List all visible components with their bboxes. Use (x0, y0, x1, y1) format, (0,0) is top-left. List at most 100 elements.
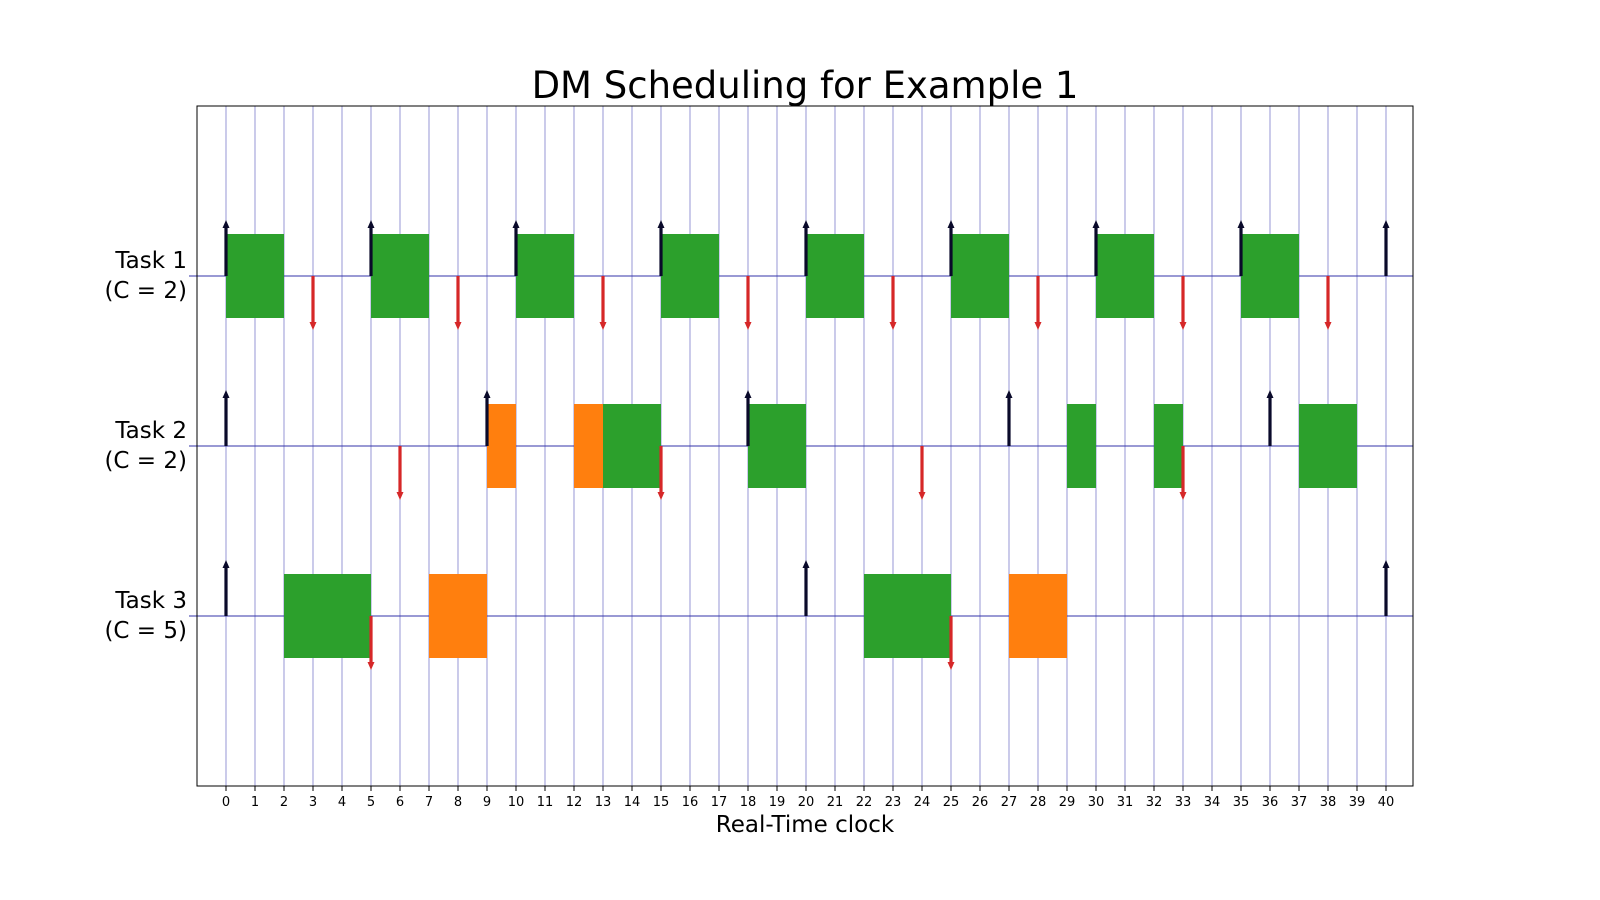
task-cost-label: (C = 2) (104, 448, 187, 474)
deadline-arrow (1179, 446, 1187, 500)
x-tick-label: 23 (885, 795, 902, 810)
release-arrow (222, 390, 230, 446)
execution-segment (1299, 404, 1357, 488)
segment-layer (226, 234, 1357, 658)
release-arrow (367, 220, 375, 276)
x-tick-label: 6 (396, 795, 404, 810)
release-arrow-head (483, 390, 491, 398)
x-tick-label: 14 (624, 795, 641, 810)
release-arrow (1266, 390, 1274, 446)
x-tick-label: 7 (425, 795, 433, 810)
execution-segment (516, 234, 574, 318)
execution-segment (574, 404, 603, 488)
release-arrow-head (802, 560, 810, 568)
deadline-arrow-head (1324, 322, 1332, 330)
x-tick-label: 39 (1349, 795, 1366, 810)
x-tick-label: 30 (1088, 795, 1105, 810)
x-tick-label: 34 (1204, 795, 1221, 810)
x-tick-label: 11 (537, 795, 554, 810)
execution-segment (1067, 404, 1096, 488)
release-arrow (222, 560, 230, 616)
deadline-arrow-head (367, 662, 375, 670)
deadline-arrow (599, 276, 607, 330)
deadline-arrow (947, 616, 955, 670)
task-label: Task 3 (114, 588, 187, 614)
arrow-layer (222, 220, 1390, 670)
x-tick-label: 0 (222, 795, 230, 810)
plot-frame (196, 105, 1414, 787)
release-arrow (483, 390, 491, 446)
release-arrow-head (222, 220, 230, 228)
deadline-arrow (1324, 276, 1332, 330)
x-tick-label: 5 (367, 795, 375, 810)
release-arrow-head (657, 220, 665, 228)
execution-segment (284, 574, 371, 658)
deadline-arrow-head (396, 492, 404, 500)
x-tick-label: 10 (508, 795, 525, 810)
execution-segment (748, 404, 806, 488)
release-arrow (1382, 220, 1390, 276)
deadline-arrow-head (657, 492, 665, 500)
deadline-arrow-head (599, 322, 607, 330)
release-arrow-head (1382, 560, 1390, 568)
release-arrow-head (222, 560, 230, 568)
x-tick-label: 4 (338, 795, 346, 810)
x-tick-label: 29 (1059, 795, 1076, 810)
release-arrow (1382, 560, 1390, 616)
release-arrow (802, 560, 810, 616)
x-tick-label: 18 (740, 795, 757, 810)
release-arrow-head (1266, 390, 1274, 398)
release-arrow-head (947, 220, 955, 228)
deadline-arrow (744, 276, 752, 330)
release-arrow (947, 220, 955, 276)
release-arrow-head (512, 220, 520, 228)
execution-segment (371, 234, 429, 318)
execution-segment (864, 574, 951, 658)
task-label-layer: Task 1 (C = 2) Task 2 (C = 2) Task 3 (C = 5) (104, 248, 187, 644)
x-tick-label: 24 (914, 795, 931, 810)
x-tick-label: 16 (682, 795, 699, 810)
task-cost-label: (C = 2) (104, 278, 187, 304)
deadline-arrow (309, 276, 317, 330)
task-cost-label: (C = 5) (104, 618, 187, 644)
deadline-arrow-head (1179, 322, 1187, 330)
execution-segment (1096, 234, 1154, 318)
release-arrow-head (1005, 390, 1013, 398)
release-arrow (222, 220, 230, 276)
x-tick-layer: 0 1 2 3 4 5 6 7 8 9 10 11 12 13 14 15 16 17 18 19 20 21 22 23 24… (222, 786, 1394, 810)
task-label: Task 2 (114, 418, 187, 444)
x-tick-label: 33 (1175, 795, 1192, 810)
deadline-arrow (454, 276, 462, 330)
x-tick-label: 36 (1262, 795, 1279, 810)
release-arrow-head (1092, 220, 1100, 228)
deadline-arrow-head (1034, 322, 1042, 330)
deadline-arrow-head (889, 322, 897, 330)
execution-segment (951, 234, 1009, 318)
x-tick-label: 37 (1291, 795, 1308, 810)
release-arrow-head (367, 220, 375, 228)
release-arrow (744, 390, 752, 446)
x-tick-label: 19 (769, 795, 786, 810)
release-arrow (1005, 390, 1013, 446)
x-tick-label: 31 (1117, 795, 1134, 810)
deadline-arrow (367, 616, 375, 670)
deadline-arrow-head (1179, 492, 1187, 500)
release-arrow-head (1382, 220, 1390, 228)
x-tick-label: 9 (483, 795, 491, 810)
deadline-arrow-head (918, 492, 926, 500)
execution-segment (806, 234, 864, 318)
x-tick-label: 38 (1320, 795, 1337, 810)
deadline-arrow-head (309, 322, 317, 330)
release-arrow (802, 220, 810, 276)
x-tick-label: 15 (653, 795, 670, 810)
task-label: Task 1 (114, 248, 187, 274)
execution-segment (1009, 574, 1067, 658)
release-arrow-head (744, 390, 752, 398)
x-tick-label: 12 (566, 795, 583, 810)
x-tick-label: 26 (972, 795, 989, 810)
x-tick-label: 13 (595, 795, 612, 810)
deadline-arrow (1179, 276, 1187, 330)
release-arrow (512, 220, 520, 276)
x-tick-label: 27 (1001, 795, 1018, 810)
